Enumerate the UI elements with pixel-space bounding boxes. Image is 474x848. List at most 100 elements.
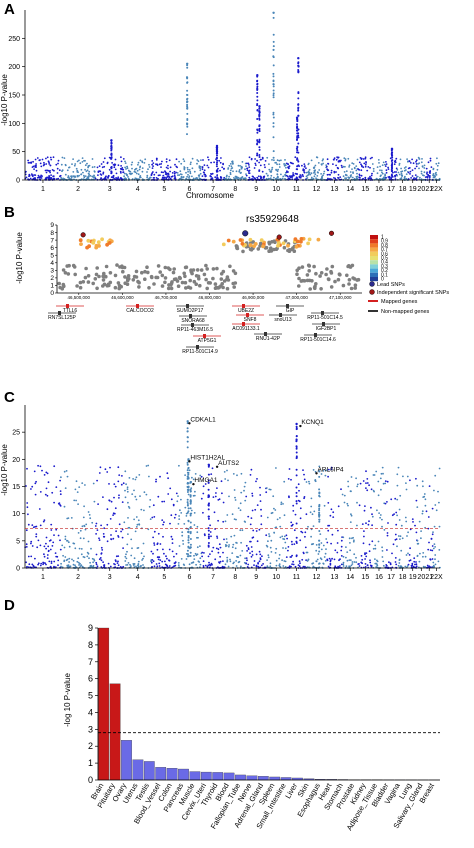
manhattan-c-point bbox=[122, 537, 124, 539]
manhattan-a-y-tick-label: 0 bbox=[16, 178, 20, 185]
manhattan-a-point bbox=[267, 175, 269, 177]
manhattan-c-point bbox=[169, 549, 171, 551]
manhattan-c-point bbox=[382, 467, 384, 469]
manhattan-c-point bbox=[299, 560, 301, 562]
manhattan-c-point bbox=[381, 519, 383, 521]
manhattan-c-point bbox=[94, 501, 96, 503]
manhattan-a-point bbox=[277, 174, 279, 176]
manhattan-c-point bbox=[278, 558, 280, 560]
manhattan-c-point bbox=[151, 551, 153, 553]
manhattan-a-peak-top bbox=[391, 148, 393, 150]
manhattan-a-point bbox=[174, 173, 176, 175]
manhattan-a-point bbox=[433, 176, 435, 178]
manhattan-c-point bbox=[396, 499, 398, 501]
manhattan-a-point bbox=[148, 164, 150, 166]
manhattan-c-point bbox=[197, 526, 199, 528]
manhattan-c-point bbox=[138, 524, 140, 526]
independent-snp bbox=[277, 235, 282, 240]
manhattan-c-point bbox=[163, 501, 165, 503]
manhattan-c-point bbox=[100, 466, 102, 468]
regional-b-point bbox=[126, 277, 130, 281]
manhattan-a-point bbox=[289, 175, 291, 177]
manhattan-a-point bbox=[34, 165, 36, 167]
manhattan-a-point bbox=[288, 166, 290, 168]
manhattan-a-point bbox=[144, 158, 146, 160]
manhattan-a-point bbox=[323, 173, 325, 175]
manhattan-a-point bbox=[437, 169, 439, 171]
manhattan-c-point bbox=[40, 465, 42, 467]
manhattan-c-point bbox=[171, 536, 173, 538]
manhattan-a-point bbox=[81, 169, 83, 171]
manhattan-c-point bbox=[309, 483, 311, 485]
manhattan-a-point bbox=[398, 164, 400, 166]
manhattan-c-point bbox=[420, 537, 422, 539]
manhattan-c-peak-point bbox=[318, 547, 320, 549]
manhattan-a-point bbox=[131, 162, 133, 164]
regional-b-point bbox=[161, 284, 165, 288]
manhattan-c-point bbox=[330, 543, 332, 545]
manhattan-a-point bbox=[355, 165, 357, 167]
manhattan-c-point bbox=[351, 537, 353, 539]
manhattan-c-peak-point bbox=[296, 446, 298, 448]
manhattan-c-point bbox=[178, 465, 180, 467]
manhattan-c-point bbox=[53, 502, 55, 504]
manhattan-a-point bbox=[57, 172, 59, 174]
regional-b-point bbox=[187, 285, 191, 289]
manhattan-c-point bbox=[236, 474, 238, 476]
manhattan-a-point bbox=[237, 177, 239, 179]
manhattan-a-peak-point bbox=[186, 105, 188, 107]
manhattan-c-point bbox=[78, 486, 80, 488]
manhattan-c-point bbox=[295, 566, 297, 568]
manhattan-c-point bbox=[221, 480, 223, 482]
manhattan-c-point bbox=[387, 481, 389, 483]
manhattan-a-point bbox=[383, 162, 385, 164]
manhattan-c-peak-point bbox=[188, 482, 190, 484]
manhattan-c-point bbox=[432, 562, 434, 564]
manhattan-c-point bbox=[149, 506, 151, 508]
snp-legend-label: Independent significant SNPs bbox=[377, 290, 449, 296]
manhattan-c-peak-point bbox=[208, 503, 210, 505]
manhattan-c-point bbox=[284, 536, 286, 538]
manhattan-c-point bbox=[371, 524, 373, 526]
manhattan-c-point bbox=[136, 516, 138, 518]
manhattan-c-point bbox=[374, 558, 376, 560]
regional-b-point bbox=[204, 278, 208, 282]
manhattan-c-peak-point bbox=[296, 448, 298, 450]
manhattan-c-point bbox=[219, 556, 221, 558]
manhattan-c-point bbox=[270, 562, 272, 564]
manhattan-a-point bbox=[287, 163, 289, 165]
manhattan-a-point bbox=[394, 171, 396, 173]
manhattan-a-point bbox=[340, 160, 342, 162]
manhattan-c-point bbox=[385, 480, 387, 482]
manhattan-a-point bbox=[74, 163, 76, 165]
manhattan-a-point bbox=[33, 168, 35, 170]
manhattan-a-point bbox=[406, 158, 408, 160]
manhattan-c-point bbox=[361, 555, 363, 557]
manhattan-c-point bbox=[50, 549, 52, 551]
manhattan-c-point bbox=[39, 508, 41, 510]
manhattan-c-points bbox=[24, 420, 441, 569]
manhattan-c-point bbox=[47, 557, 49, 559]
manhattan-a-point bbox=[87, 167, 89, 169]
manhattan-c-point bbox=[386, 549, 388, 551]
manhattan-a-point bbox=[115, 169, 117, 171]
manhattan-a-point bbox=[116, 173, 118, 175]
manhattan-c-x-tick-label: 19 bbox=[409, 574, 417, 581]
manhattan-c-point bbox=[332, 534, 334, 536]
manhattan-a-point bbox=[137, 170, 139, 172]
manhattan-a-peak-point bbox=[256, 154, 258, 156]
manhattan-c-peak-point bbox=[318, 505, 320, 507]
manhattan-a-point bbox=[50, 165, 52, 167]
manhattan-a-point bbox=[39, 177, 41, 179]
manhattan-c-point bbox=[240, 492, 242, 494]
manhattan-c-y-tick-label: 20 bbox=[12, 457, 20, 464]
regional-b-point bbox=[223, 279, 227, 283]
manhattan-c-point bbox=[68, 566, 70, 568]
manhattan-c-point bbox=[427, 565, 429, 567]
manhattan-a-point bbox=[177, 174, 179, 176]
manhattan-c-point bbox=[352, 561, 354, 563]
manhattan-c-point bbox=[347, 505, 349, 507]
manhattan-a-peak-point bbox=[296, 130, 298, 132]
manhattan-a-peak-point bbox=[273, 126, 275, 128]
